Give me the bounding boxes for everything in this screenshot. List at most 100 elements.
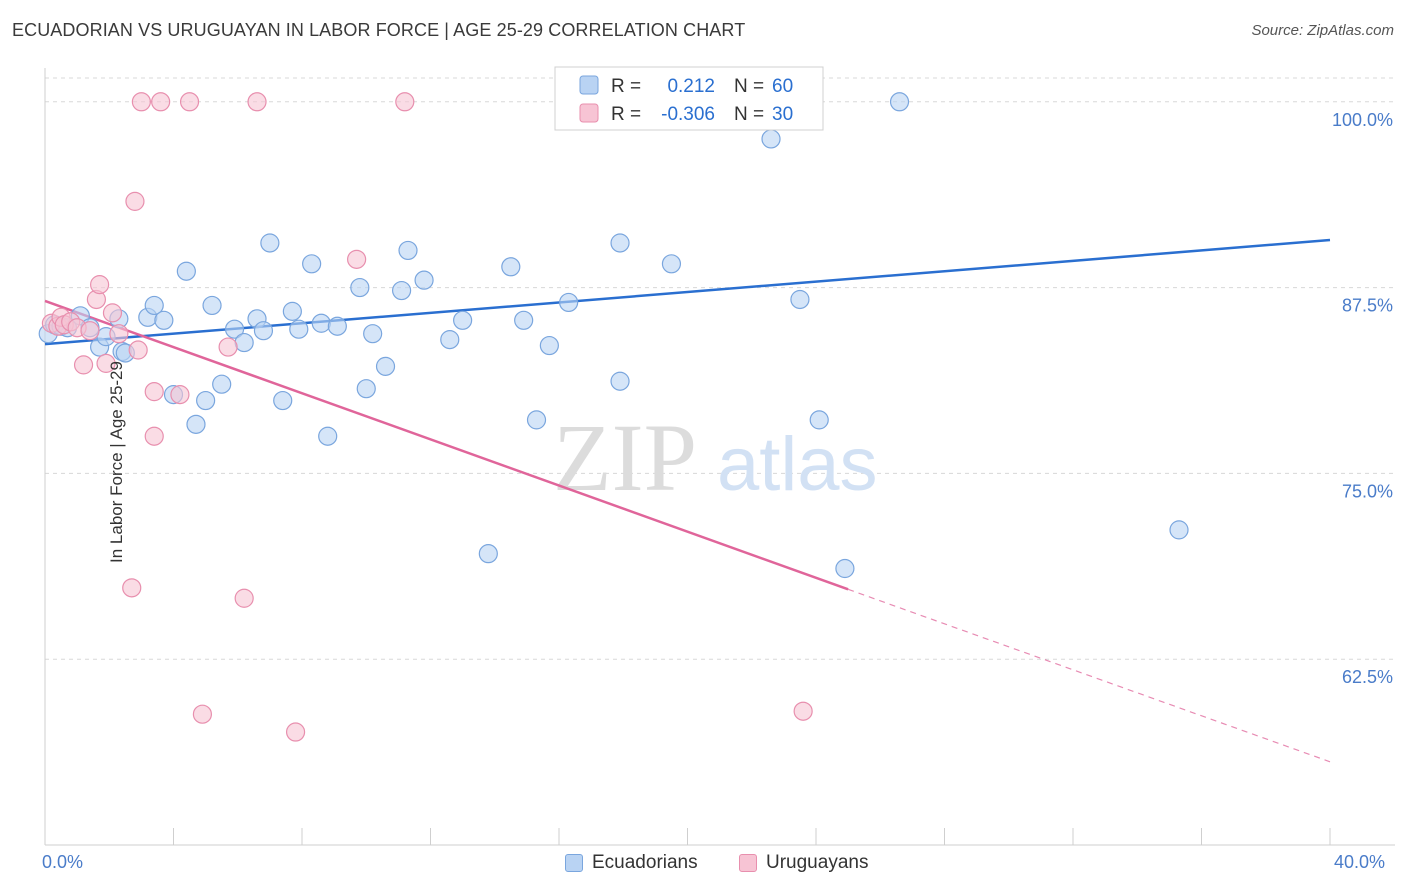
point-ecuadorians: [311, 313, 331, 333]
point-ecuadorians: [224, 319, 245, 339]
point-ecuadorians: [253, 321, 274, 341]
point-uruguayans: [80, 321, 100, 341]
point-ecuadorians: [260, 233, 280, 253]
legend-swatch-ecuadorians: [579, 75, 599, 95]
point-ecuadorians: [327, 316, 347, 336]
point-ecuadorians: [889, 92, 910, 112]
point-ecuadorians: [414, 270, 434, 290]
point-uruguayans: [128, 340, 148, 360]
point-ecuadorians: [539, 335, 559, 356]
point-uruguayans: [131, 92, 151, 112]
legend-n-label-2: N =: [734, 104, 764, 125]
point-uruguayans: [395, 92, 415, 112]
trend-line-uruguayans-extension: [847, 588, 1331, 763]
point-ecuadorians: [610, 233, 630, 253]
legend-n-label-1: N =: [734, 76, 764, 97]
point-uruguayans: [793, 701, 813, 721]
point-ecuadorians: [234, 332, 254, 353]
point-uruguayans: [90, 275, 110, 295]
point-uruguayans: [144, 426, 164, 446]
bottom-legend-ecuadorians[interactable]: Ecuadorians: [565, 852, 698, 874]
legend-r-value-1: 0.212: [667, 76, 715, 97]
point-uruguayans: [144, 382, 164, 402]
point-ecuadorians: [790, 289, 810, 310]
point-ecuadorians: [176, 261, 196, 281]
legend-swatch-uruguayans: [579, 103, 599, 123]
point-ecuadorians: [350, 277, 370, 298]
watermark-atlas: atlas: [717, 422, 878, 507]
point-ecuadorians: [356, 379, 376, 399]
point-ecuadorians: [835, 558, 855, 579]
point-ecuadorians: [302, 254, 322, 274]
point-ecuadorians: [318, 426, 338, 446]
point-ecuadorians: [1169, 520, 1189, 540]
correlation-legend: R = 0.212 N = 60 R = -0.306 N = 30: [554, 66, 824, 131]
legend-box: [554, 66, 824, 131]
y-tick-label: 100.0%: [1332, 110, 1393, 130]
bottom-legend-label-uruguayans: Uruguayans: [766, 852, 869, 873]
legend-r-label-1: R =: [611, 76, 641, 97]
x-tick-label-min: 0.0%: [42, 852, 84, 872]
point-ecuadorians: [809, 410, 829, 430]
watermark-zip: ZIP: [553, 404, 697, 511]
point-ecuadorians: [391, 280, 412, 301]
axes: [44, 68, 1395, 846]
bottom-legend-label-ecuadorians: Ecuadorians: [592, 852, 698, 873]
point-uruguayans: [170, 385, 190, 405]
point-ecuadorians: [282, 301, 302, 321]
point-ecuadorians: [375, 356, 396, 376]
point-ecuadorians: [661, 254, 682, 274]
legend-n-value-1: 60: [772, 76, 793, 97]
y-axis-title: In Labor Force | Age 25-29: [106, 361, 126, 563]
legend-n-value-2: 30: [772, 104, 793, 125]
point-uruguayans: [347, 249, 367, 269]
point-ecuadorians: [559, 292, 579, 313]
point-ecuadorians: [154, 310, 174, 330]
point-ecuadorians: [761, 129, 781, 149]
point-uruguayans: [234, 588, 254, 608]
bottom-legend-uruguayans[interactable]: Uruguayans: [739, 852, 868, 874]
y-tick-label: 75.0%: [1342, 481, 1393, 501]
point-ecuadorians: [212, 374, 232, 394]
point-uruguayans: [96, 353, 116, 373]
point-uruguayans: [247, 92, 267, 112]
point-ecuadorians: [289, 319, 309, 339]
point-ecuadorians: [196, 390, 216, 411]
source-label: Source: ZipAtlas.com: [1251, 22, 1394, 39]
legend-r-value-2: -0.306: [661, 104, 715, 125]
y-tick-label: 87.5%: [1342, 296, 1393, 316]
point-ecuadorians: [202, 295, 222, 316]
point-uruguayans: [179, 92, 200, 112]
y-tick-labels: 62.5% 75.0% 87.5% 100.0%: [1332, 110, 1393, 687]
point-uruguayans: [109, 324, 129, 344]
point-ecuadorians: [514, 310, 534, 330]
point-ecuadorians: [273, 390, 293, 411]
ecuadorians-swatch-icon: [565, 854, 583, 872]
point-uruguayans: [218, 337, 238, 357]
watermark: ZIP atlas: [553, 404, 878, 511]
point-uruguayans: [125, 191, 145, 211]
point-uruguayans: [73, 355, 94, 375]
bottom-legend: Ecuadorians Uruguayans: [0, 852, 1406, 878]
point-ecuadorians: [501, 257, 521, 277]
point-ecuadorians: [526, 410, 547, 430]
point-ecuadorians: [363, 324, 383, 344]
uruguayans-swatch-icon: [739, 854, 757, 872]
grid-lines: [45, 77, 1395, 660]
point-ecuadorians: [398, 240, 418, 261]
point-uruguayans: [151, 92, 171, 112]
point-ecuadorians: [610, 371, 630, 391]
point-ecuadorians: [186, 414, 206, 434]
x-tick-label-max: 40.0%: [1334, 852, 1386, 872]
point-ecuadorians: [453, 310, 473, 330]
point-uruguayans: [122, 578, 142, 598]
point-ecuadorians: [478, 544, 498, 564]
point-uruguayans: [192, 704, 213, 724]
point-ecuadorians: [144, 295, 164, 316]
legend-r-label-2: R =: [611, 104, 641, 125]
trend-line-uruguayans: [44, 299, 849, 591]
point-uruguayans: [285, 722, 306, 742]
point-uruguayans: [102, 303, 123, 323]
y-tick-label: 62.5%: [1342, 667, 1393, 687]
